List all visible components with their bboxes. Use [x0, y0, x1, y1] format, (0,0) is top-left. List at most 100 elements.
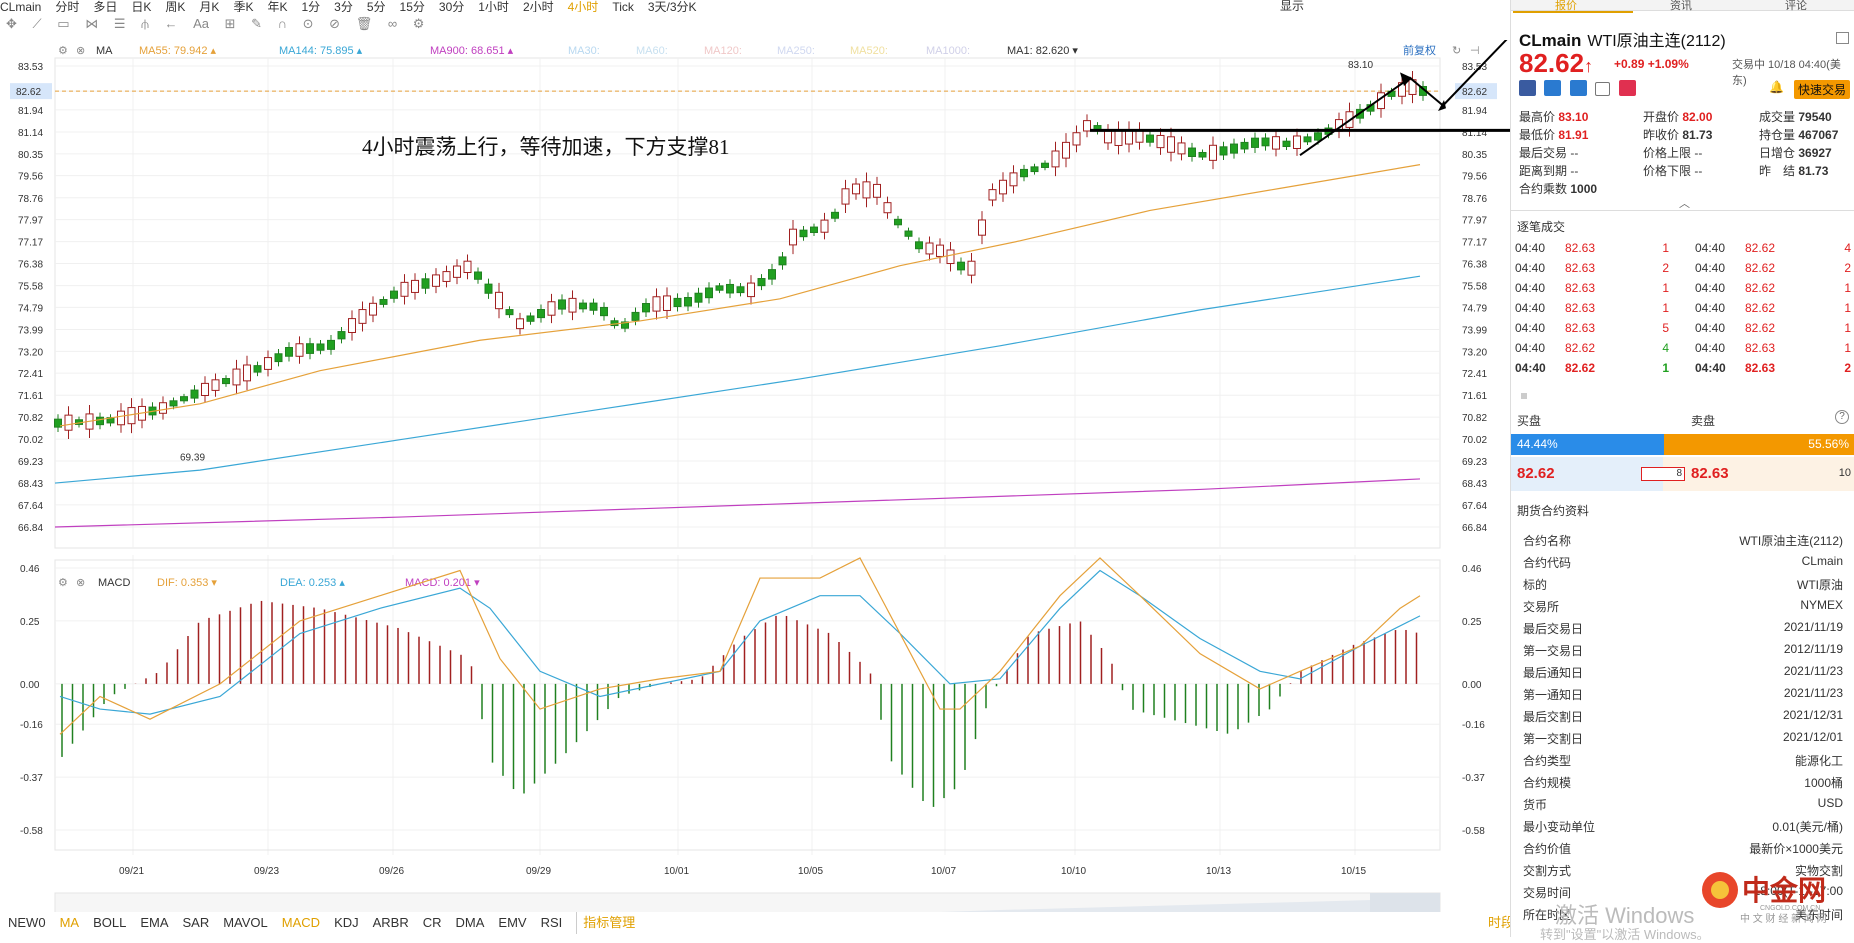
- overview-area: [940, 898, 1440, 912]
- macd-gear-icon[interactable]: ⚙: [58, 577, 68, 589]
- timeframe-8[interactable]: 1分: [301, 0, 321, 12]
- indicator-tab-9[interactable]: CR: [422, 915, 442, 930]
- gear-icon[interactable]: ⚙: [58, 45, 68, 57]
- tab-comments[interactable]: 评论: [1785, 0, 1807, 12]
- timeframe-5[interactable]: 月K: [199, 0, 220, 12]
- rect-tool-icon[interactable]: ▭: [57, 16, 70, 31]
- lock-icon[interactable]: ⊙: [302, 16, 314, 31]
- indicator-tab-5[interactable]: MAVOL: [223, 915, 268, 930]
- indicator-tab-10[interactable]: DMA: [455, 915, 485, 930]
- timeframe-15[interactable]: 4小时: [567, 0, 599, 12]
- fast-trade-button[interactable]: 快速交易: [1794, 80, 1851, 99]
- stat-value: --: [1570, 164, 1579, 178]
- price-chart[interactable]: ⚙ ⊗ MA MA55: 79.942 ▴ MA144: 75.895 ▴ MA900: …: [0, 40, 1510, 912]
- indicator-tab-4[interactable]: SAR: [182, 915, 210, 930]
- macd-close-icon[interactable]: ⊗: [76, 577, 85, 589]
- indicator-tab-12[interactable]: RSI: [540, 915, 563, 930]
- timeframe-6[interactable]: 季K: [233, 0, 254, 12]
- candle-body: [96, 416, 104, 426]
- drawing-toolbar: ✥ ⟋ ▭ ⋈ ☰ ⫛ ← Aa ⊞ ✎ ∩ ⊙ ⊘ 🗑 ∞ ⚙: [0, 16, 1500, 38]
- candle-body: [474, 271, 482, 280]
- candle-body: [1303, 136, 1312, 143]
- trash-icon[interactable]: 🗑: [355, 16, 373, 31]
- tick-cell: 1: [1844, 281, 1851, 295]
- line-tool-icon[interactable]: ⟋: [32, 16, 42, 31]
- timeframe-11[interactable]: 15分: [399, 0, 425, 12]
- candle-body: [222, 378, 230, 385]
- indicator-tab-7[interactable]: KDJ: [334, 915, 359, 930]
- close-icon[interactable]: ⊗: [76, 45, 85, 57]
- timeframe-1[interactable]: 分时: [55, 0, 80, 12]
- candle-body: [1188, 147, 1196, 157]
- timeframe-13[interactable]: 1小时: [478, 0, 509, 12]
- measure-icon[interactable]: ⊞: [224, 16, 236, 31]
- buy-label: 买盘: [1517, 414, 1542, 428]
- hide-icon[interactable]: ⊘: [329, 16, 341, 31]
- indicator-tab-8[interactable]: ARBR: [372, 915, 409, 930]
- session-button[interactable]: 时段: [1488, 915, 1515, 930]
- tab-quote[interactable]: 报价: [1555, 0, 1577, 12]
- collapse-chevron-icon[interactable]: ︿: [1679, 198, 1690, 210]
- pitchfork-icon[interactable]: ⫛: [141, 16, 149, 31]
- indicator-tab-13[interactable]: 指标管理: [576, 912, 635, 934]
- fib-tool-icon[interactable]: ⋈: [85, 16, 99, 31]
- magnet-icon[interactable]: ∩: [277, 16, 288, 31]
- scroll-handle[interactable]: [1521, 393, 1527, 399]
- timeframe-2[interactable]: 多日: [93, 0, 118, 12]
- stat-value: 36927: [1798, 146, 1832, 160]
- overview-scroll[interactable]: [54, 892, 1441, 912]
- timeframe-14[interactable]: 2小时: [522, 0, 554, 12]
- logo-text: 中金网: [1742, 874, 1826, 906]
- settings-icon[interactable]: ⚙: [412, 16, 425, 31]
- text-tool-icon[interactable]: Aa: [193, 16, 209, 31]
- refresh-icon[interactable]: ↻: [1452, 45, 1461, 57]
- price-tick-right: 81.94: [1462, 106, 1487, 117]
- tick-row: 04:40 82.63 1 04:40 82.62 1: [1515, 281, 1851, 301]
- link-icon[interactable]: ∞: [387, 16, 398, 31]
- timeframe-4[interactable]: 周K: [165, 0, 186, 12]
- crosshair-icon[interactable]: ✥: [6, 16, 17, 31]
- indicator-tab-11[interactable]: EMV: [498, 915, 527, 930]
- restore-button[interactable]: 前复权: [1403, 43, 1436, 57]
- tab-underline: [1513, 11, 1633, 13]
- contract-key: 合约类型: [1523, 754, 1572, 768]
- price-tick-right: 66.84: [1462, 523, 1487, 534]
- display-menu[interactable]: 显示: [1280, 0, 1305, 12]
- overview-window[interactable]: [1370, 893, 1440, 912]
- heart-icon[interactable]: [1618, 80, 1636, 96]
- indicator-tab-1[interactable]: MA: [59, 915, 80, 930]
- tab-news[interactable]: 资讯: [1670, 0, 1692, 12]
- stat-key: 合约乘数: [1519, 182, 1571, 196]
- timeframe-17[interactable]: 3天/3分K: [647, 0, 697, 12]
- indicator-tab-0[interactable]: NEW0: [8, 915, 46, 930]
- contract-key: 第一交易日: [1523, 644, 1584, 658]
- macd-tick-left: 0.25: [20, 617, 40, 628]
- bell-icon[interactable]: 🔔: [1769, 80, 1784, 94]
- indicator-tab-2[interactable]: BOLL: [93, 915, 127, 930]
- stat-row: 最低价 81.91 昨收价 81.73 持仓量 467067: [1519, 126, 1851, 144]
- timeframe-12[interactable]: 30分: [438, 0, 465, 12]
- price-tick-left: 69.23: [18, 457, 43, 468]
- detach-icon[interactable]: [1836, 32, 1849, 44]
- indicator-tab-3[interactable]: EMA: [140, 915, 169, 930]
- price-tick-left: 78.76: [18, 194, 43, 205]
- channel-tool-icon[interactable]: ☰: [113, 16, 126, 31]
- undo-icon[interactable]: ←: [164, 16, 178, 31]
- ruler-icon[interactable]: ⊣: [1470, 45, 1480, 57]
- candle-body: [285, 347, 293, 357]
- candle-body: [558, 299, 566, 310]
- buy-ratio-fill: [1511, 434, 1664, 455]
- pen-icon[interactable]: ✎: [251, 16, 263, 31]
- candle-body: [1219, 146, 1228, 156]
- timeframe-7[interactable]: 年K: [267, 0, 288, 12]
- timeframe-10[interactable]: 5分: [366, 0, 386, 12]
- timeframe-3[interactable]: 日K: [131, 0, 152, 12]
- ma-legend: ⚙ ⊗ MA MA55: 79.942 ▴ MA144: 75.895 ▴ MA900: …: [58, 43, 1480, 57]
- timeframe-0[interactable]: CLmain: [0, 0, 42, 12]
- contract-row: 第一交割日 2021/12/01: [1523, 730, 1843, 752]
- ma-legend-item: MA520:: [850, 45, 888, 57]
- timeframe-9[interactable]: 3分: [334, 0, 353, 12]
- help-icon[interactable]: ?: [1835, 410, 1849, 424]
- timeframe-16[interactable]: Tick: [612, 0, 634, 12]
- indicator-tab-6[interactable]: MACD: [281, 915, 321, 930]
